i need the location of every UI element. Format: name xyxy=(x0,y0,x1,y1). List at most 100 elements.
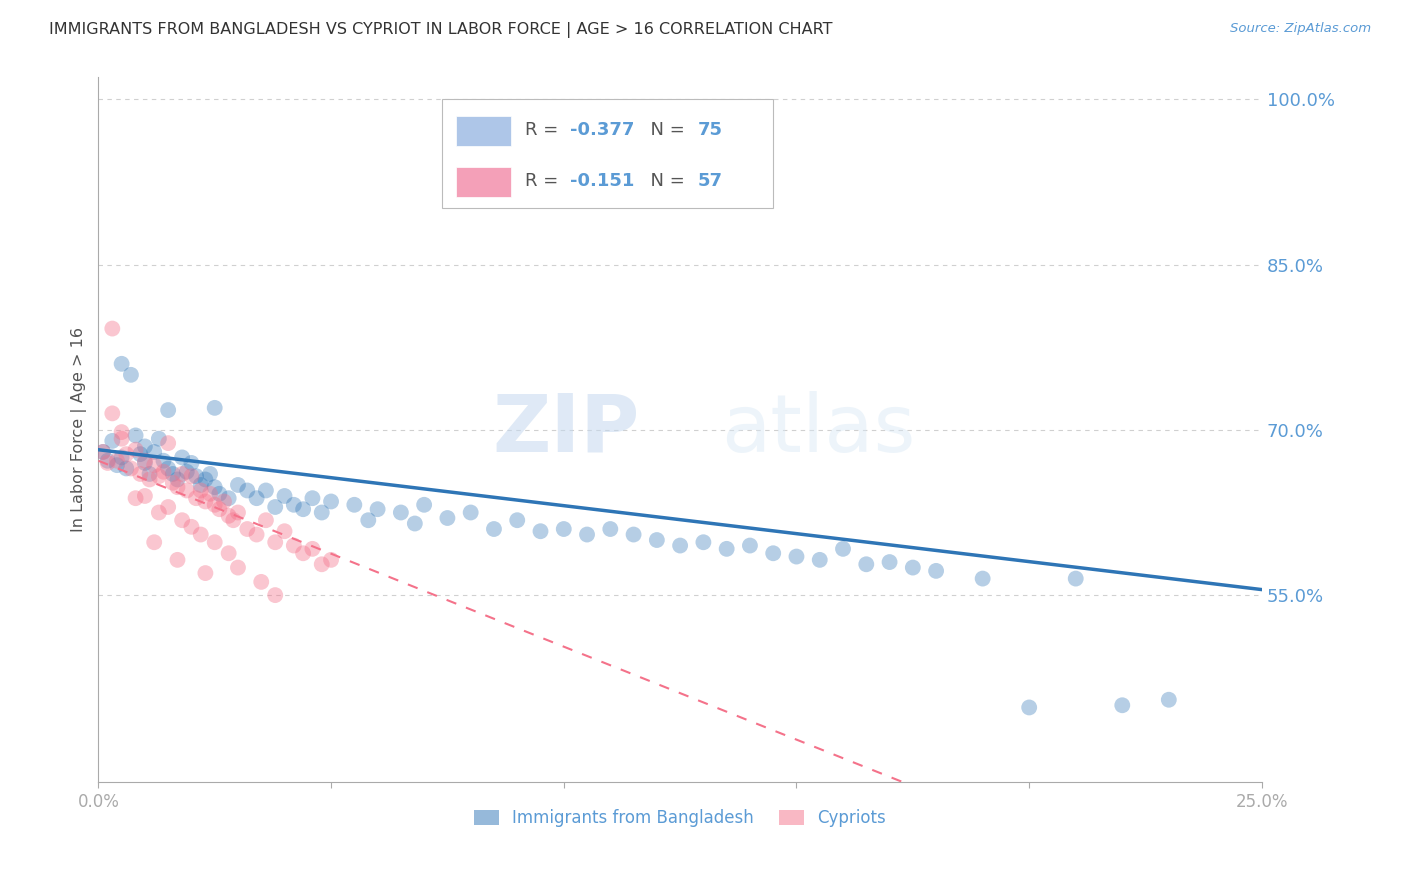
Text: R =: R = xyxy=(526,172,564,190)
Point xyxy=(222,513,245,527)
Point xyxy=(134,439,156,453)
Point xyxy=(855,558,877,572)
Point xyxy=(129,467,152,481)
Point xyxy=(311,506,333,520)
Point xyxy=(148,506,170,520)
Point xyxy=(204,401,226,415)
Point xyxy=(97,454,120,468)
Point xyxy=(111,450,134,465)
Point xyxy=(301,541,323,556)
Point xyxy=(785,549,807,564)
Point xyxy=(292,502,315,516)
Point xyxy=(925,564,948,578)
Text: ZIP: ZIP xyxy=(492,391,640,469)
Point xyxy=(808,553,831,567)
Point xyxy=(111,432,134,446)
FancyBboxPatch shape xyxy=(456,116,512,145)
Text: N =: N = xyxy=(640,121,690,139)
Text: IMMIGRANTS FROM BANGLADESH VS CYPRIOT IN LABOR FORCE | AGE > 16 CORRELATION CHAR: IMMIGRANTS FROM BANGLADESH VS CYPRIOT IN… xyxy=(49,22,832,38)
Point xyxy=(172,513,194,527)
Point xyxy=(97,456,120,470)
Point xyxy=(273,489,295,503)
Point xyxy=(157,436,180,450)
Point xyxy=(716,541,738,556)
Point xyxy=(134,454,156,468)
Point xyxy=(879,555,901,569)
Point xyxy=(529,524,551,539)
Point xyxy=(218,508,240,523)
Point xyxy=(226,560,249,574)
Point xyxy=(194,473,217,487)
Point xyxy=(152,454,174,468)
Point xyxy=(111,357,134,371)
Point xyxy=(166,473,188,487)
Point xyxy=(91,445,114,459)
Point xyxy=(148,432,170,446)
Point xyxy=(236,522,259,536)
Point xyxy=(645,533,668,547)
Point xyxy=(357,513,380,527)
Point xyxy=(218,491,240,506)
Point xyxy=(198,467,221,481)
Point xyxy=(180,520,202,534)
Text: -0.377: -0.377 xyxy=(569,121,634,139)
Point xyxy=(553,522,575,536)
Point xyxy=(194,566,217,580)
Point xyxy=(311,558,333,572)
Point xyxy=(1018,700,1040,714)
Point xyxy=(250,574,273,589)
Point xyxy=(264,535,287,549)
Point xyxy=(157,500,180,514)
Point xyxy=(482,522,505,536)
Point xyxy=(124,428,146,442)
Point xyxy=(124,491,146,506)
Point xyxy=(138,467,160,481)
Point xyxy=(194,494,217,508)
Legend: Immigrants from Bangladesh, Cypriots: Immigrants from Bangladesh, Cypriots xyxy=(467,803,893,834)
Point xyxy=(832,541,855,556)
Point xyxy=(204,480,226,494)
Point xyxy=(148,469,170,483)
Point xyxy=(576,527,599,541)
Point xyxy=(218,546,240,560)
Point xyxy=(292,546,315,560)
Point xyxy=(245,491,267,506)
Point xyxy=(264,500,287,514)
Point xyxy=(283,498,305,512)
Text: atlas: atlas xyxy=(721,391,915,469)
Point xyxy=(115,447,138,461)
Point xyxy=(105,454,128,468)
Point xyxy=(120,461,142,475)
Point xyxy=(343,498,366,512)
Point xyxy=(101,321,124,335)
Point xyxy=(166,480,188,494)
Point xyxy=(367,502,389,516)
Point xyxy=(162,467,184,481)
Point xyxy=(190,483,212,498)
Point xyxy=(692,535,714,549)
Point xyxy=(1157,692,1180,706)
Point xyxy=(143,445,166,459)
Point xyxy=(283,539,305,553)
Text: N =: N = xyxy=(640,172,690,190)
Point xyxy=(143,535,166,549)
Point xyxy=(404,516,426,531)
Point xyxy=(226,506,249,520)
Text: R =: R = xyxy=(526,121,564,139)
Text: 75: 75 xyxy=(697,121,723,139)
Point xyxy=(101,406,124,420)
Point xyxy=(208,487,231,501)
Point xyxy=(1111,698,1133,713)
Point xyxy=(226,478,249,492)
Point xyxy=(254,483,277,498)
Point xyxy=(172,450,194,465)
Point xyxy=(204,498,226,512)
Point xyxy=(301,491,323,506)
Point xyxy=(436,511,458,525)
Point xyxy=(190,527,212,541)
Point xyxy=(120,368,142,382)
Point xyxy=(101,434,124,448)
FancyBboxPatch shape xyxy=(456,167,512,196)
Point xyxy=(599,522,621,536)
Text: -0.151: -0.151 xyxy=(569,172,634,190)
